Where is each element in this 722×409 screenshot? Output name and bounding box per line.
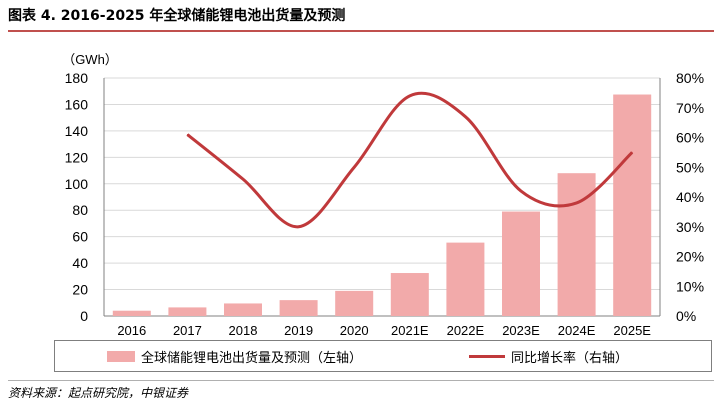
right-tick-label: 40% <box>676 189 704 205</box>
x-tick-label: 2022E <box>447 323 485 338</box>
x-tick-label: 2017 <box>173 323 202 338</box>
right-tick-label: 50% <box>676 159 704 175</box>
left-tick-label: 180 <box>65 70 89 86</box>
chart-legend: 全球储能锂电池出货量及预测（左轴） 同比增长率（右轴） <box>54 340 712 372</box>
bar-2025E <box>613 94 652 317</box>
x-tick-label: 2020 <box>340 323 369 338</box>
growth-point-2019 <box>298 226 300 228</box>
left-tick-label: 40 <box>72 255 88 271</box>
right-tick-label: 70% <box>676 100 704 116</box>
growth-point-2017 <box>186 134 188 136</box>
left-tick-label: 80 <box>72 202 88 218</box>
right-tick-label: 0% <box>676 308 696 324</box>
left-tick-label: 0 <box>80 308 88 324</box>
bar-2021E <box>390 273 429 316</box>
left-tick-label: 60 <box>72 229 88 245</box>
bar-2018 <box>224 303 262 316</box>
x-tick-label: 2025E <box>613 323 651 338</box>
right-tick-label: 10% <box>676 278 704 294</box>
x-tick-label: 2018 <box>229 323 258 338</box>
growth-point-2021E <box>409 95 411 97</box>
bar-2023E <box>502 211 540 316</box>
legend-bar-swatch <box>107 350 135 362</box>
source-note: 资料来源：起点研究院，中银证券 <box>8 386 189 400</box>
bar-2020 <box>335 290 374 316</box>
left-axis-unit: （GWh） <box>62 52 118 67</box>
x-tick-label: 2024E <box>558 323 596 338</box>
growth-point-2018 <box>242 178 244 180</box>
x-tick-label: 2019 <box>284 323 313 338</box>
left-tick-label: 20 <box>72 282 88 298</box>
legend-item-line: 同比增长率（右轴） <box>469 341 628 371</box>
bar-2017 <box>168 307 207 316</box>
legend-bar-label: 全球储能锂电池出货量及预测（左轴） <box>141 350 363 366</box>
x-tick-label: 2016 <box>117 323 146 338</box>
growth-rate-line <box>186 91 634 229</box>
growth-point-2020 <box>353 166 355 168</box>
left-tick-label: 100 <box>65 176 89 192</box>
growth-point-2024E <box>576 202 578 204</box>
x-tick-label: 2021E <box>391 323 429 338</box>
growth-point-2023E <box>520 190 522 192</box>
legend-line-swatch <box>469 354 505 358</box>
growth-point-2025E <box>631 151 633 153</box>
legend-line-label: 同比增长率（右轴） <box>511 350 629 366</box>
left-tick-label: 120 <box>65 149 89 165</box>
left-tick-label: 140 <box>65 123 89 139</box>
growth-point-2022E <box>464 116 466 118</box>
bar-2022E <box>446 242 485 316</box>
right-tick-label: 80% <box>676 70 704 86</box>
bar-2019 <box>279 300 318 316</box>
footer-divider <box>8 380 714 381</box>
chart-title: 图表 4. 2016-2025 年全球储能锂电池出货量及预测 <box>8 8 346 24</box>
bar-2016 <box>112 310 151 316</box>
legend-item-bars: 全球储能锂电池出货量及预测（左轴） <box>107 341 362 371</box>
right-tick-label: 20% <box>676 249 704 265</box>
title-divider <box>8 30 714 32</box>
x-tick-label: 2023E <box>502 323 540 338</box>
right-tick-label: 30% <box>676 219 704 235</box>
left-tick-label: 160 <box>65 96 89 112</box>
right-tick-label: 60% <box>676 130 704 146</box>
